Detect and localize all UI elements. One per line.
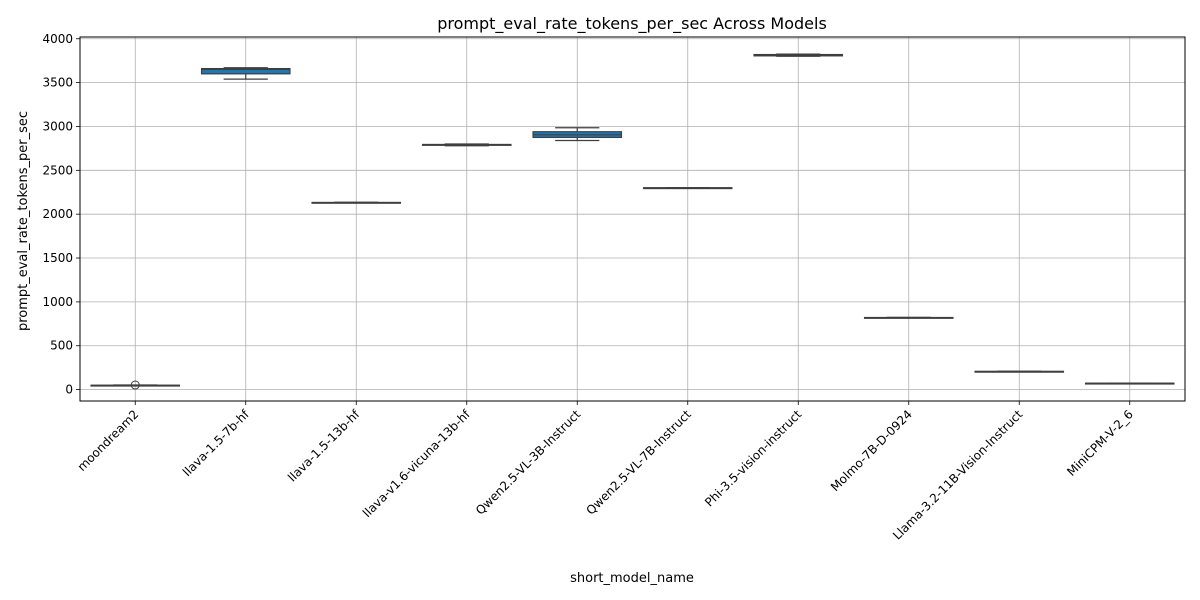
y-tick-label: 4000	[42, 32, 73, 46]
x-tick-label: Llama-3.2-11B-Vision-Instruct	[890, 407, 1026, 543]
box-moondream2	[90, 380, 181, 390]
y-tick-label: 0	[65, 383, 73, 397]
box-Llama-3.2-11B-Vision-Instruct	[974, 370, 1065, 373]
x-tick-label: llava-v1.6-vicuna-13b-hf	[360, 407, 473, 520]
y-tick-label: 3500	[42, 76, 73, 90]
plot-area-frame	[79, 36, 1186, 402]
x-tick-label: MiniCPM-V-2_6	[1064, 407, 1136, 479]
chart-title: prompt_eval_rate_tokens_per_sec Across M…	[437, 14, 827, 34]
x-tick-label: moondream2	[75, 407, 142, 474]
box-Qwen2.5-VL-3B-Instruct	[532, 127, 623, 142]
x-axis: moondream2 llava-1.5-7b-hf llava-1.5-13b-h…	[75, 401, 1136, 543]
box-llava-v1.6-vicuna-13b-hf	[421, 143, 512, 147]
x-axis-title: short_model_name	[570, 571, 694, 586]
gridlines	[80, 37, 1185, 401]
y-tick-label: 1500	[42, 251, 73, 265]
x-tick-label: llava-1.5-7b-hf	[180, 407, 252, 479]
y-tick-label: 1000	[42, 295, 73, 309]
box-Qwen2.5-VL-7B-Instruct	[642, 187, 733, 190]
y-axis: 0 500 1000 1500 2000 2500 3000 3500 4000	[42, 32, 80, 397]
y-tick-label: 500	[50, 339, 73, 353]
y-tick-label: 3000	[42, 119, 73, 133]
box-llava-1.5-7b-hf	[200, 67, 291, 80]
x-tick-label: llava-1.5-13b-hf	[285, 407, 363, 485]
box-iqr	[200, 67, 291, 75]
y-tick-label: 2000	[42, 207, 73, 221]
x-tick-label: Phi-3.5-vision-instruct	[702, 407, 804, 509]
boxes-layer	[90, 53, 1175, 390]
box-MiniCPM-V-2_6	[1084, 382, 1175, 385]
box-Phi-3.5-vision-instruct	[753, 53, 844, 57]
x-tick-label: Qwen2.5-VL-7B-Instruct	[583, 407, 694, 518]
y-tick-label: 2500	[42, 163, 73, 177]
outlier-point	[130, 380, 140, 390]
box-Molmo-7B-D-0924	[863, 316, 954, 319]
y-axis-title: prompt_eval_rate_tokens_per_sec	[16, 111, 31, 331]
box-llava-1.5-13b-hf	[311, 201, 402, 204]
x-tick-label: Molmo-7B-D-0924	[828, 407, 915, 494]
x-tick-label: Qwen2.5-VL-3B-Instruct	[473, 407, 584, 518]
